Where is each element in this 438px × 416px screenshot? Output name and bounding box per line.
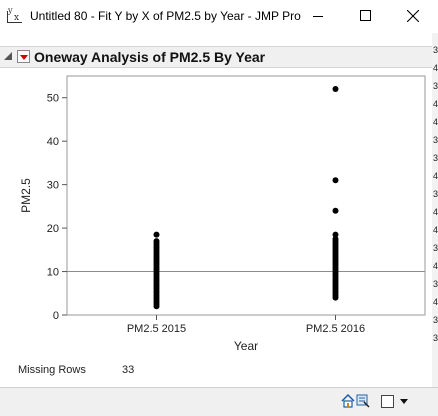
background-cell-fragment: 4 [433,99,438,109]
y-tick-label: 50 [47,93,59,105]
background-cell-fragment: 3 [433,81,438,91]
data-point [332,235,339,242]
background-cell-fragment: 4 [433,171,438,181]
background-cell-fragment: 4 [433,207,438,217]
x-axis-title: Year [234,339,258,353]
report-window: Oneway Analysis of PM2.5 By Year 0 10 20 30… [0,33,432,387]
home-icon[interactable] [341,394,355,408]
window-box-icon[interactable] [381,395,394,408]
y-tick-label: 40 [47,136,59,148]
outline-title: Oneway Analysis of PM2.5 By Year [34,49,266,65]
background-cell-fragment: 4 [433,117,438,127]
data-point [153,238,160,245]
y-tick-label: 30 [47,180,59,192]
missing-rows-label: Missing Rows [18,364,86,376]
window-title: Untitled 80 - Fit Y by X of PM2.5 by Yea… [30,9,301,23]
dropdown-arrow-icon[interactable] [399,394,409,408]
y-axis-title: PM2.5 [19,178,33,213]
background-cell-fragment: 3 [433,45,438,55]
data-point [332,207,339,214]
background-cell-fragment: 4 [433,63,438,73]
background-cell-fragment: 3 [433,333,438,343]
background-cell-fragment: 4 [433,297,438,307]
background-cell-fragment: 3 [433,189,438,199]
background-cell-fragment: 3 [433,315,438,325]
selection-icon[interactable] [356,394,370,408]
background-cell-fragment: 4 [433,225,438,235]
close-button[interactable] [388,0,438,32]
y-tick-label: 10 [47,267,59,279]
outline-header[interactable]: Oneway Analysis of PM2.5 By Year [0,46,432,68]
disclosure-triangle-icon[interactable] [4,52,12,60]
background-cell-fragment: 3 [433,135,438,145]
background-cell-fragment: 3 [433,153,438,163]
red-triangle-menu-icon[interactable] [17,50,30,63]
x-tick-label: PM2.5 2016 [306,323,365,335]
background-cell-fragment: 3 [433,279,438,289]
close-icon [407,10,419,22]
background-cell-fragment: 3 [433,243,438,253]
y-tick-label: 20 [47,223,59,235]
background-table-strip: 3 4 3 4 4 3 3 4 3 4 4 3 4 3 4 3 3 [432,33,438,387]
maximize-button[interactable] [342,0,388,32]
data-point [332,177,339,184]
y-tick-label: 0 [53,310,59,322]
background-cell-fragment: 4 [433,261,438,271]
data-point [332,86,339,93]
missing-rows-value: 33 [122,364,135,376]
oneway-scatter-chart[interactable]: 0 10 20 30 40 50 PM2.5 2015 PM2.5 2016 Year PM2.5 [0,33,432,363]
data-point [332,231,339,238]
x-tick-label: PM2.5 2015 [127,323,186,335]
minimize-button[interactable] [296,0,342,32]
status-bar [0,387,438,416]
data-point [153,231,160,238]
plot-frame [66,75,426,316]
